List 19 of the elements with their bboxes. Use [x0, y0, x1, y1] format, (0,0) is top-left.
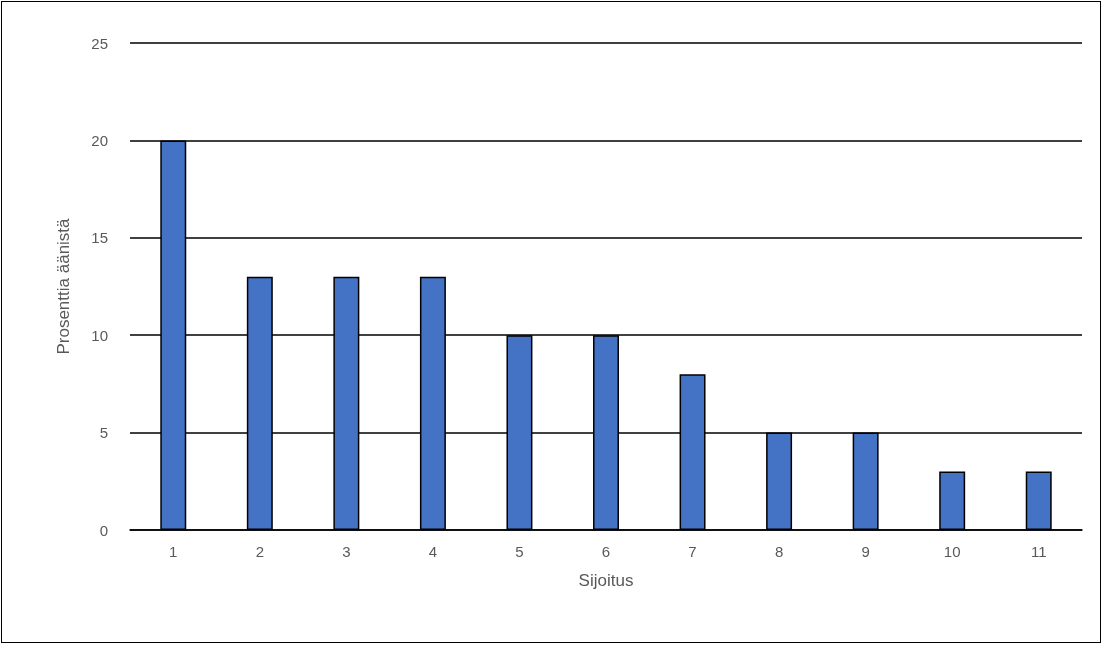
- x-tick-label: 5: [515, 543, 524, 560]
- x-tick-label: 11: [1030, 543, 1047, 560]
- x-tick-label: 1: [169, 543, 178, 560]
- y-tick-label: 10: [91, 326, 108, 344]
- x-axis-title: Sijoitus: [578, 571, 634, 590]
- y-axis-title: Prosenttia äänistä: [54, 217, 73, 355]
- x-tick-label: 2: [255, 543, 264, 560]
- x-tick-label: 9: [861, 543, 870, 560]
- y-tick-label: 20: [91, 131, 108, 149]
- x-tick-label: 8: [774, 543, 784, 560]
- y-tick-label: 25: [91, 34, 108, 52]
- x-tick-label: 10: [943, 543, 961, 560]
- x-tick-label: 3: [342, 543, 351, 560]
- x-tick-label: 7: [688, 543, 697, 560]
- y-tick-label: 0: [99, 521, 108, 539]
- x-tick-label: 4: [428, 543, 438, 560]
- x-tick-label: 6: [601, 543, 611, 560]
- y-tick-label: 5: [99, 424, 108, 442]
- y-tick-label: 15: [91, 229, 108, 247]
